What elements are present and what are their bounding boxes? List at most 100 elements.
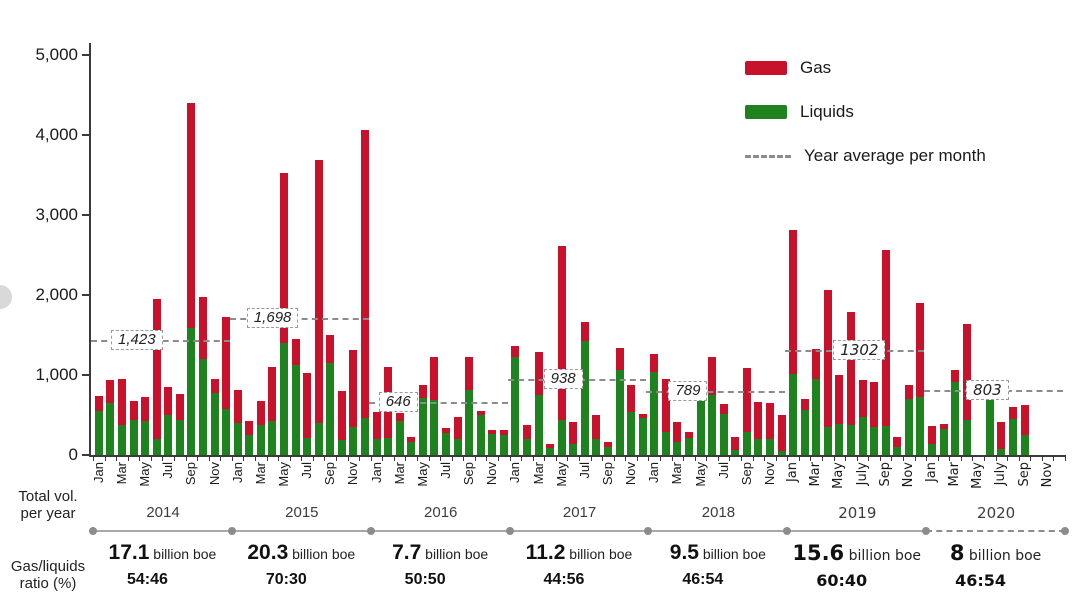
bar-2015-Sep-liquids: [326, 363, 335, 455]
month-label-2019-May: May: [831, 462, 847, 489]
x-tick: [949, 457, 951, 461]
month-label-2015-Jul: Jul: [299, 462, 315, 479]
bar-2018-Nov-liquids: [765, 438, 774, 455]
total-volume-2015: 20.3 billion boe: [216, 541, 386, 565]
bar-2018-Oct-gas: [754, 401, 763, 439]
x-tick: [914, 457, 916, 461]
month-label-2018-Nov: Nov: [761, 462, 777, 486]
bar-2015-Aug-liquids: [314, 423, 323, 455]
bar-2018-Aug-gas: [731, 437, 740, 451]
bar-2019-Oct-gas: [893, 437, 902, 447]
x-tick: [509, 457, 511, 461]
bar-2016-Sep-liquids: [465, 390, 474, 455]
x-tick: [660, 457, 661, 461]
month-label-2015-Mar: Mar: [252, 462, 268, 485]
x-tick: [474, 457, 476, 461]
total-volume-2019: 15.6 billion boe: [772, 541, 942, 565]
bar-2019-Jun-liquids: [846, 425, 855, 455]
x-tick: [405, 457, 407, 461]
year-label-2019: 2019: [838, 504, 877, 522]
timeline-segment-2019: [787, 530, 927, 532]
month-label-2016-Sep: Sep: [461, 462, 477, 486]
month-label-2019-Mar: Mar: [808, 462, 824, 487]
bar-2017-Nov-gas: [627, 385, 636, 412]
bar-2020-Sep-liquids: [1020, 434, 1029, 455]
month-label-2019-Nov: Nov: [900, 462, 916, 488]
bar-2016-May-gas: [418, 384, 427, 399]
month-label-2020-Nov: Nov: [1039, 462, 1055, 488]
total-number-2020: 8: [949, 541, 965, 565]
timeline-dot-3: [505, 527, 514, 535]
bar-2020-Apr-liquids: [962, 420, 971, 455]
month-label-2019-July: July: [854, 462, 870, 486]
bar-2018-Oct-liquids: [754, 438, 763, 455]
y-axis-line: [89, 43, 91, 455]
y-tick-label: 3,000: [35, 205, 78, 224]
bar-2014-Mar-gas: [117, 379, 126, 425]
month-label-2020-Jan: Jan: [923, 462, 939, 483]
ratio-row-label: Gas/liquids ratio (%): [2, 558, 94, 592]
timeline-segment-2018: [648, 530, 788, 532]
bar-2015-Jun-gas: [291, 339, 300, 365]
x-tick: [301, 457, 303, 461]
bar-2014-Dec-gas: [222, 316, 231, 409]
bar-2018-Feb-liquids: [661, 431, 670, 455]
month-label-2015-May: May: [275, 462, 291, 487]
bar-2016-Jun-gas: [430, 357, 439, 401]
x-tick: [879, 457, 881, 461]
y-tick: [82, 214, 89, 216]
bar-2018-Mar-gas: [673, 421, 682, 443]
bar-2016-Feb-liquids: [384, 438, 393, 455]
bar-2020-Mar-liquids: [951, 381, 960, 455]
year-label-2016: 2016: [424, 504, 458, 521]
bar-2018-Nov-gas: [765, 403, 774, 439]
total-volume-2014: 17.1 billion boe: [77, 541, 247, 565]
x-tick: [127, 457, 129, 461]
legend-row-gas: Gas: [745, 58, 986, 77]
x-tick: [185, 457, 187, 461]
bar-2014-Oct-gas: [198, 297, 207, 359]
bar-2016-Nov-liquids: [488, 433, 497, 455]
bar-2015-Jun-liquids: [291, 364, 300, 455]
x-tick: [972, 457, 974, 461]
bar-2017-Oct-gas: [615, 347, 624, 371]
timeline-dot-0: [89, 527, 97, 535]
month-label-2016-Nov: Nov: [484, 462, 500, 486]
bar-2018-Jun-gas: [708, 357, 717, 395]
bar-2015-Mar-gas: [256, 401, 265, 425]
total-volume-2018: 9.5 billion boe: [633, 541, 803, 565]
legend-liquids-label: Liquids: [800, 102, 854, 121]
bar-2015-Jan-gas: [233, 389, 242, 423]
x-tick: [451, 457, 453, 461]
x-tick: [926, 457, 928, 461]
x-tick: [370, 457, 372, 461]
x-tick: [775, 457, 777, 461]
average-line-2015: [229, 318, 369, 321]
average-callout-2019: 1302: [833, 339, 886, 360]
x-tick: [764, 457, 766, 461]
bar-2017-Jun-liquids: [569, 443, 578, 455]
bar-2020-Jul-liquids: [997, 448, 1006, 455]
bar-2017-Jan-gas: [511, 346, 520, 357]
ratio-2018: 46:54: [682, 571, 724, 588]
x-tick: [255, 457, 256, 461]
y-tick-label: 1,000: [35, 365, 78, 384]
x-tick: [220, 457, 222, 461]
average-line-2018: [646, 390, 786, 393]
x-tick: [706, 457, 708, 461]
bar-2014-Jul-liquids: [164, 415, 173, 455]
x-tick: [463, 457, 465, 461]
x-tick: [903, 457, 904, 461]
bar-2020-Aug-gas: [1008, 407, 1017, 419]
x-tick: [498, 457, 499, 461]
bar-2018-Jul-gas: [719, 403, 728, 414]
total-volume-2020: 8 billion boe: [911, 541, 1080, 565]
bar-2017-Mar-gas: [534, 351, 543, 396]
x-tick: [544, 457, 546, 461]
bar-2019-Nov-gas: [904, 384, 913, 399]
bar-2020-Feb-gas: [939, 423, 948, 429]
x-tick: [822, 457, 823, 461]
x-tick: [382, 457, 384, 461]
bar-2014-Jun-gas: [152, 299, 161, 439]
